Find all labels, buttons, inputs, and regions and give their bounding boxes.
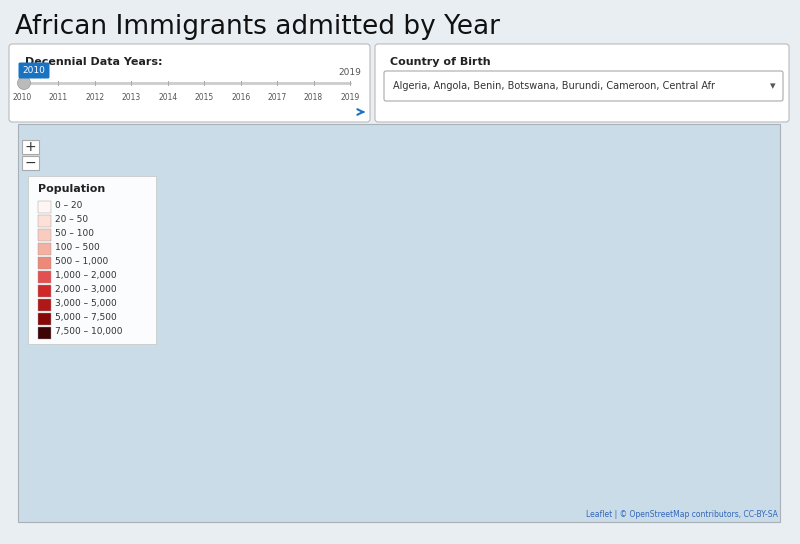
Text: 500 – 1,000: 500 – 1,000 [55, 257, 108, 266]
Text: 2019: 2019 [340, 93, 360, 102]
Bar [38, 285, 51, 296]
Text: 2017: 2017 [267, 93, 286, 102]
Text: 2014: 2014 [158, 93, 178, 102]
Text: 2011: 2011 [49, 93, 68, 102]
Bar [38, 201, 51, 213]
Text: 100 – 500: 100 – 500 [55, 243, 100, 252]
Text: 2016: 2016 [231, 93, 250, 102]
Text: 2010: 2010 [22, 66, 46, 75]
Text: 2018: 2018 [304, 93, 323, 102]
Bar [38, 229, 51, 240]
Text: 2010: 2010 [12, 93, 32, 102]
Bar [38, 299, 51, 311]
Bar [38, 327, 51, 338]
Text: 7,500 – 10,000: 7,500 – 10,000 [55, 327, 122, 336]
Bar [38, 271, 51, 282]
Bar [22, 156, 39, 170]
Bar [38, 313, 51, 325]
Bar [22, 140, 39, 154]
Text: Country of Birth: Country of Birth [390, 57, 490, 67]
Text: African Immigrants admitted by Year: African Immigrants admitted by Year [15, 14, 500, 40]
Text: 3,000 – 5,000: 3,000 – 5,000 [55, 299, 117, 308]
Text: 1,000 – 2,000: 1,000 – 2,000 [55, 271, 117, 280]
Text: ▾: ▾ [770, 81, 776, 91]
Text: 2015: 2015 [194, 93, 214, 102]
Bar [38, 243, 51, 255]
Text: +: + [25, 140, 36, 154]
Bar [28, 176, 156, 344]
Text: −: − [25, 156, 36, 170]
FancyBboxPatch shape [375, 44, 789, 122]
Circle shape [18, 77, 30, 90]
Text: 50 – 100: 50 – 100 [55, 229, 94, 238]
FancyBboxPatch shape [9, 44, 370, 122]
Text: Decennial Data Years:: Decennial Data Years: [25, 57, 162, 67]
Text: 20 – 50: 20 – 50 [55, 215, 88, 224]
Text: 0 – 20: 0 – 20 [55, 201, 82, 210]
Text: 2,000 – 3,000: 2,000 – 3,000 [55, 285, 117, 294]
Text: 2012: 2012 [86, 93, 105, 102]
Bar [38, 257, 51, 269]
Text: 5,000 – 7,500: 5,000 – 7,500 [55, 313, 117, 322]
Text: Algeria, Angola, Benin, Botswana, Burundi, Cameroon, Central Afr: Algeria, Angola, Benin, Botswana, Burund… [393, 81, 715, 91]
Text: 2013: 2013 [122, 93, 141, 102]
Text: Leaflet | © OpenStreetMap contributors, CC-BY-SA: Leaflet | © OpenStreetMap contributors, … [586, 510, 778, 519]
Bar [18, 124, 780, 522]
Text: 2019: 2019 [338, 68, 362, 77]
FancyBboxPatch shape [18, 63, 50, 78]
FancyBboxPatch shape [384, 71, 783, 101]
Text: Population: Population [38, 184, 106, 194]
Bar [38, 215, 51, 226]
